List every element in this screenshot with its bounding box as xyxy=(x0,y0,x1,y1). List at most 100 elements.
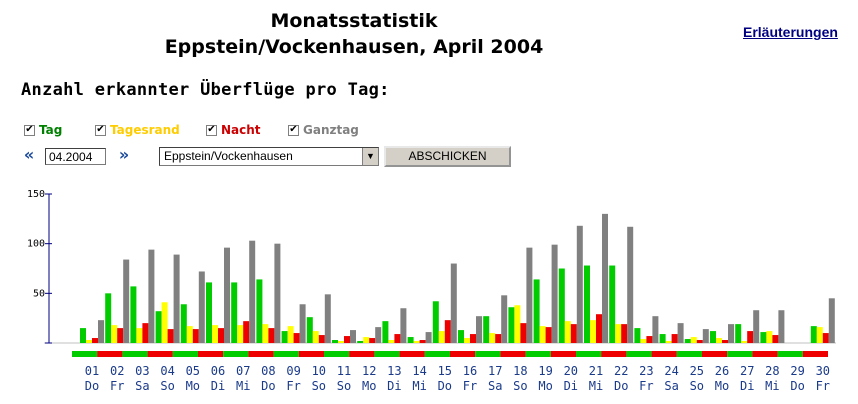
checkbox-nacht[interactable]: ✔ xyxy=(206,124,217,136)
day-label-01: 01 xyxy=(85,364,99,378)
day-label-03: 03 xyxy=(135,364,149,378)
bar-tag-day-11 xyxy=(332,340,338,343)
day-strip-10 xyxy=(298,351,324,357)
legend-label-tag: Tag xyxy=(39,123,63,137)
legend-item-nacht[interactable]: ✔ Nacht xyxy=(206,122,261,138)
bar-ganz-day-11 xyxy=(350,330,356,343)
day-label-18: 18 xyxy=(513,364,527,378)
submit-button[interactable]: ABSCHICKEN xyxy=(384,146,511,167)
section-heading: Anzahl erkannter Überflüge pro Tag: xyxy=(21,80,390,100)
day-label-29: 29 xyxy=(790,364,804,378)
y-tick-label: 150 xyxy=(27,189,45,200)
weekday-label-20: Di xyxy=(564,379,578,393)
double-left-arrow-icon[interactable]: « xyxy=(23,145,35,164)
bar-rand-day-18 xyxy=(514,305,521,343)
bar-ganz-day-30 xyxy=(828,298,835,343)
title-line-1: Monatsstatistik xyxy=(270,10,438,32)
bar-ganz-day-07 xyxy=(249,240,256,343)
location-select[interactable]: Eppstein/Vockenhausen ▼ xyxy=(159,147,379,166)
bar-tag-day-10 xyxy=(306,317,313,343)
month-input[interactable] xyxy=(45,148,106,165)
dropdown-arrow-icon[interactable]: ▼ xyxy=(362,148,378,165)
checkbox-ganztag[interactable]: ✔ xyxy=(288,124,299,136)
bar-tag-day-19 xyxy=(533,279,540,343)
day-label-27: 27 xyxy=(740,364,754,378)
day-strip-29 xyxy=(777,351,803,357)
bar-nacht-day-09 xyxy=(293,333,300,343)
day-label-12: 12 xyxy=(362,364,376,378)
y-tick-label: 100 xyxy=(27,239,45,250)
day-label-30: 30 xyxy=(816,364,830,378)
bar-ganz-day-08 xyxy=(274,243,281,343)
bar-nacht-day-26 xyxy=(722,340,728,343)
weekday-label-17: Sa xyxy=(488,379,502,393)
bar-rand-day-07 xyxy=(237,325,244,343)
day-strip-13 xyxy=(374,351,400,357)
legend-item-tagesrand[interactable]: ✔ Tagesrand xyxy=(95,122,180,138)
bar-ganz-day-23 xyxy=(652,316,659,343)
bar-rand-day-02 xyxy=(111,325,118,343)
title-line-2: Eppstein/Vockenhausen, April 2004 xyxy=(164,36,544,58)
bar-ganz-day-12 xyxy=(375,327,382,343)
bar-rand-day-08 xyxy=(262,324,269,343)
bar-ganz-day-16 xyxy=(476,316,482,343)
bar-tag-day-20 xyxy=(558,268,565,343)
bar-nacht-day-19 xyxy=(545,327,552,343)
bar-ganz-day-15 xyxy=(450,263,457,343)
weekday-label-11: So xyxy=(337,379,351,393)
bar-tag-day-12 xyxy=(357,341,364,343)
bar-ganz-day-18 xyxy=(526,247,533,343)
bar-nacht-day-23 xyxy=(646,336,653,343)
weekday-label-26: Mo xyxy=(715,379,729,393)
weekday-label-18: So xyxy=(513,379,527,393)
weekday-label-23: Fr xyxy=(639,379,653,393)
bar-ganz-day-20 xyxy=(576,225,583,343)
bar-rand-day-15 xyxy=(438,331,445,343)
day-strip-07 xyxy=(223,351,249,357)
bar-nacht-day-14 xyxy=(419,340,426,343)
double-right-arrow-icon[interactable]: » xyxy=(118,145,130,164)
bar-tag-day-28 xyxy=(760,332,767,343)
bar-rand-day-13 xyxy=(388,340,395,343)
day-label-13: 13 xyxy=(387,364,401,378)
checkbox-tag[interactable]: ✔ xyxy=(24,124,35,136)
page-title: Monatsstatistik Eppstein/Vockenhausen, A… xyxy=(100,8,608,60)
bar-ganz-day-05 xyxy=(198,271,205,343)
bar-ganz-day-24 xyxy=(677,323,684,343)
bar-nacht-day-13 xyxy=(394,334,401,343)
day-strip-24 xyxy=(651,351,677,357)
day-label-17: 17 xyxy=(488,364,502,378)
day-label-26: 26 xyxy=(715,364,729,378)
legend-item-ganztag[interactable]: ✔ Ganztag xyxy=(288,122,359,138)
bar-ganz-day-03 xyxy=(148,249,155,343)
bar-nacht-day-16 xyxy=(470,334,476,343)
bar-ganz-day-26 xyxy=(728,324,734,343)
bar-rand-day-10 xyxy=(312,331,319,343)
day-strip-04 xyxy=(147,351,173,357)
bar-rand-day-05 xyxy=(186,326,193,343)
bar-nacht-day-06 xyxy=(218,328,224,343)
bar-nacht-day-07 xyxy=(243,321,250,343)
weekday-label-24: Sa xyxy=(664,379,678,393)
help-link[interactable]: Erläuterungen xyxy=(743,24,838,40)
bar-nacht-day-30 xyxy=(822,333,829,343)
weekday-label-25: So xyxy=(690,379,704,393)
bar-tag-day-06 xyxy=(206,282,212,343)
bar-tag-day-21 xyxy=(584,265,590,343)
weekday-label-14: Mi xyxy=(412,379,426,393)
bar-rand-day-01 xyxy=(86,340,92,343)
day-label-19: 19 xyxy=(538,364,552,378)
bar-tag-day-04 xyxy=(155,311,162,343)
day-strip-01 xyxy=(72,351,98,357)
bar-rand-day-03 xyxy=(136,328,143,343)
bar-rand-day-24 xyxy=(665,341,672,343)
weekday-label-05: Mo xyxy=(186,379,200,393)
legend-item-tag[interactable]: ✔ Tag xyxy=(24,122,62,138)
bar-ganz-day-01 xyxy=(98,320,104,343)
bar-rand-day-25 xyxy=(690,337,697,343)
day-strip-16 xyxy=(450,351,476,357)
bar-nacht-day-21 xyxy=(596,314,602,343)
bar-nacht-day-27 xyxy=(747,331,754,343)
checkbox-tagesrand[interactable]: ✔ xyxy=(95,124,106,136)
bar-ganz-day-13 xyxy=(400,308,407,343)
